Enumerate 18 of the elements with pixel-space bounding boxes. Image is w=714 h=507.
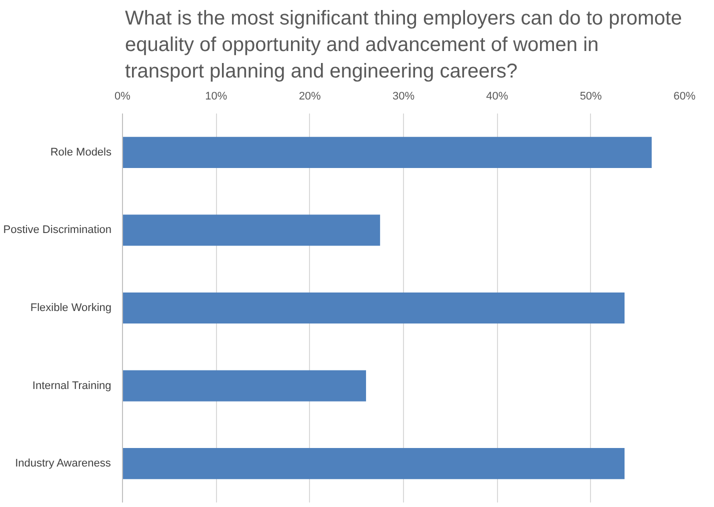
bar [122, 292, 625, 324]
bar [122, 136, 652, 168]
x-tick-label: 50% [580, 90, 602, 102]
x-tick-label: 30% [392, 90, 415, 102]
x-tick-label: 10% [205, 90, 228, 102]
x-tick-label: 20% [298, 90, 322, 102]
y-tick-label: Flexible Working [30, 302, 112, 314]
y-tick-label: Postive Discrimination [3, 224, 112, 236]
bar [122, 370, 366, 402]
x-tick-label: 40% [486, 90, 508, 102]
y-tick-label: Role Models [50, 146, 112, 158]
x-tick-label: 60% [673, 90, 696, 102]
chart-title: What is the most significant thing employers can do to promote equality of opportunity and advancement of women in transport planning and engineering careers? [125, 8, 682, 82]
x-tick-label: 0% [114, 90, 131, 102]
y-tick-label: Industry Awareness [15, 458, 112, 470]
bar [122, 448, 625, 480]
bar [122, 214, 380, 246]
y-tick-label: Internal Training [32, 380, 112, 392]
